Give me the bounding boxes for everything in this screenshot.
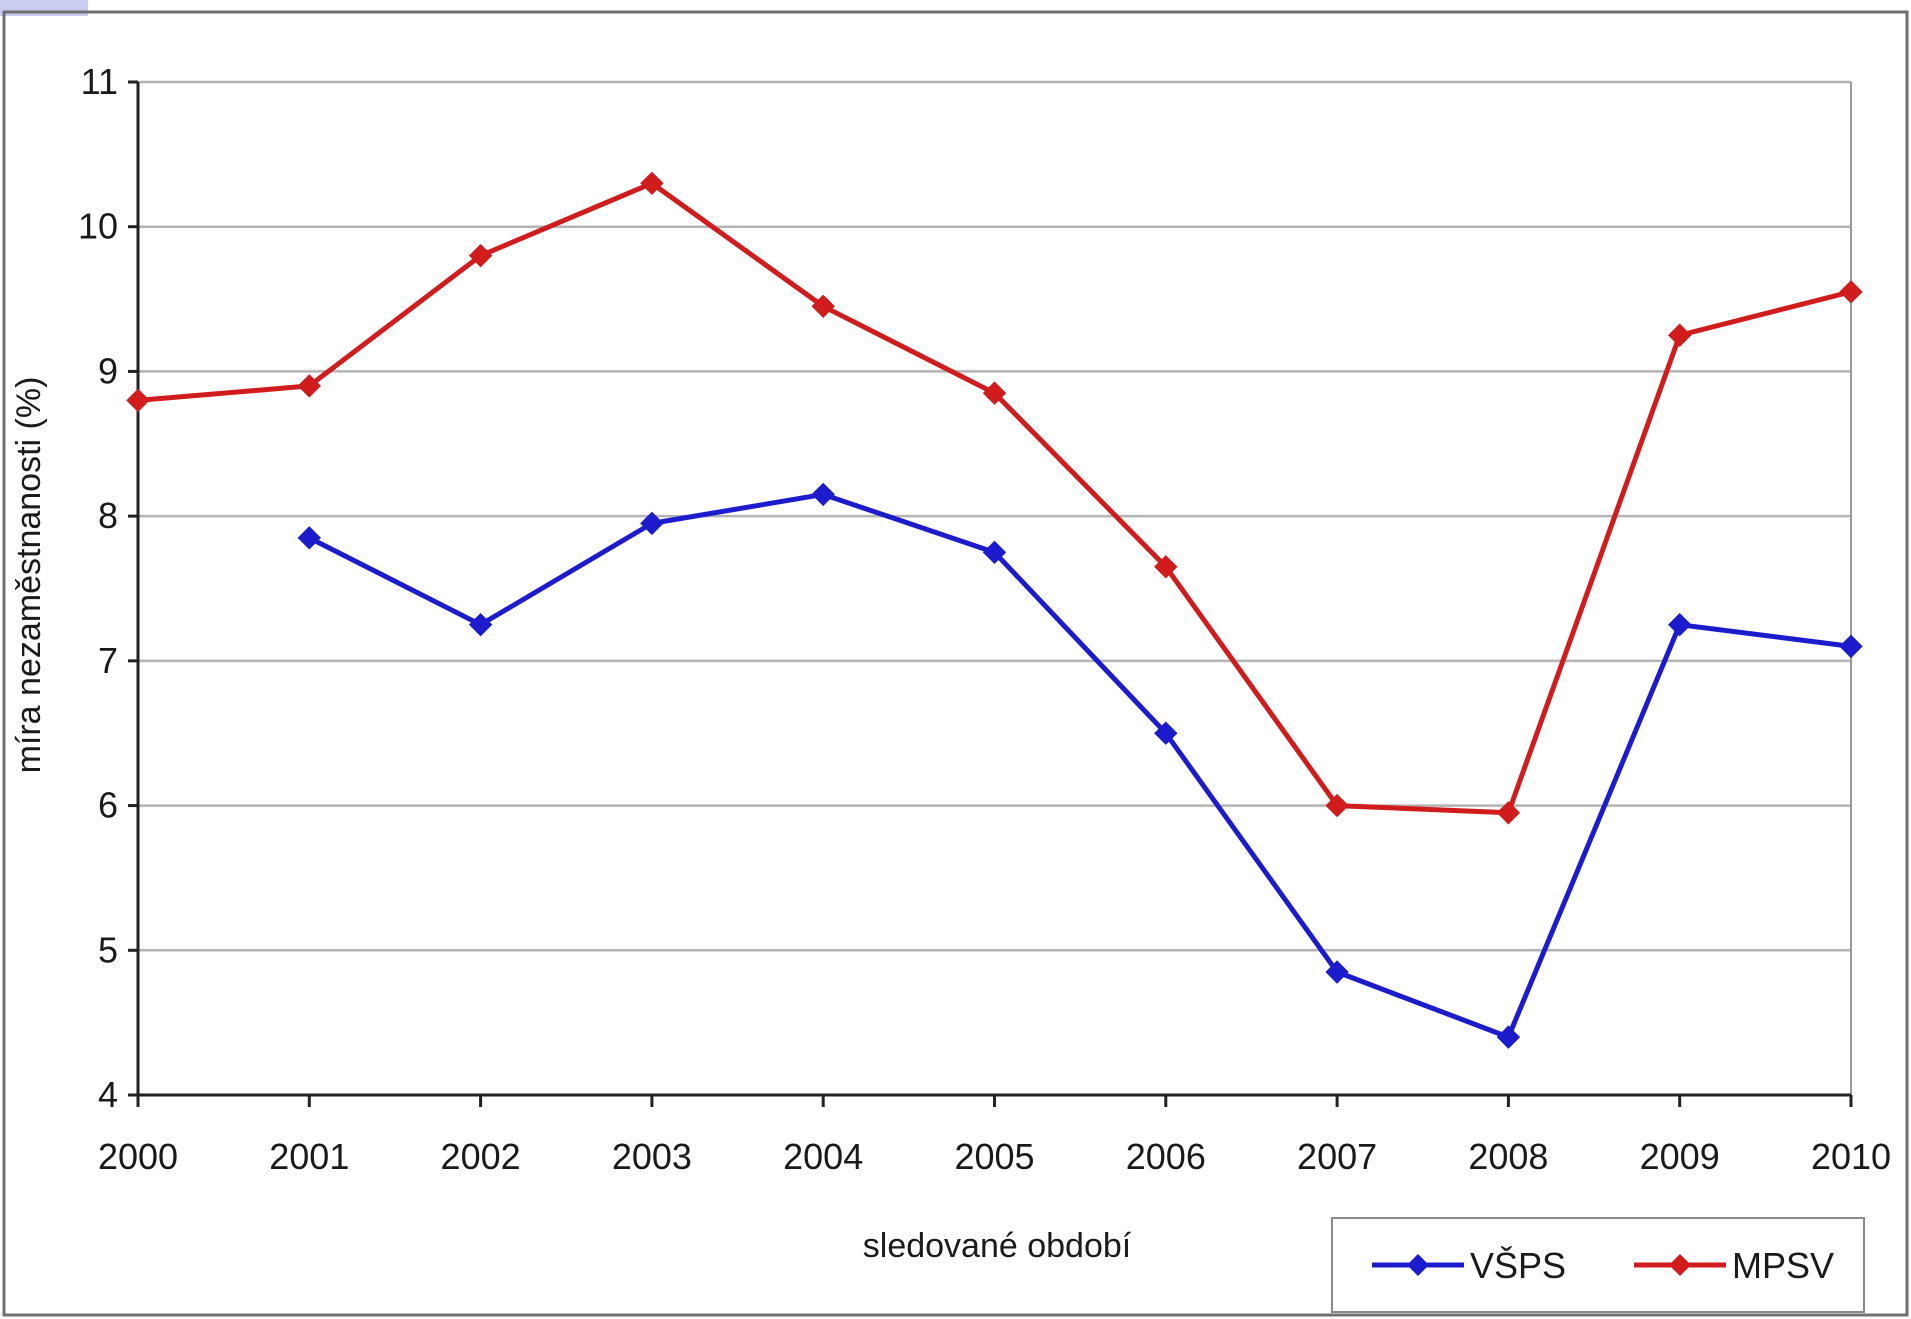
x-tick-label: 2006 xyxy=(1126,1136,1206,1177)
legend-label: MPSV xyxy=(1732,1245,1834,1286)
x-tick-label: 2001 xyxy=(269,1136,349,1177)
x-tick-label: 2010 xyxy=(1811,1136,1891,1177)
data-point xyxy=(982,540,1007,565)
data-point xyxy=(1325,960,1349,984)
x-tick-label: 2000 xyxy=(98,1136,178,1177)
data-point xyxy=(640,511,664,536)
data-point xyxy=(811,294,835,319)
series-lines xyxy=(126,171,1863,1049)
legend-marker xyxy=(1407,1254,1429,1276)
y-axis-title: míra nezaměstnanosti (%) xyxy=(10,377,48,774)
data-point xyxy=(1839,280,1863,304)
series-line xyxy=(308,491,1852,1040)
x-tick-labels: 2000 2001 2002 2003 2004 2005 2006 2007 2008 2009… xyxy=(98,1136,1891,1177)
x-axis-title: sledované období xyxy=(863,1227,1132,1265)
y-tick-label: 5 xyxy=(98,929,118,970)
legend-marker xyxy=(1669,1254,1691,1276)
data-point xyxy=(811,482,835,507)
y-tick-label: 11 xyxy=(81,61,118,102)
data-point xyxy=(982,381,1007,405)
data-point xyxy=(640,171,664,196)
x-tick-label: 2003 xyxy=(612,1136,692,1177)
legend-items: VŠPS MPSV xyxy=(1372,1245,1834,1286)
legend: VŠPS MPSV xyxy=(1331,1217,1865,1313)
data-point xyxy=(1839,634,1863,659)
data-point xyxy=(468,243,493,268)
data-point xyxy=(126,388,150,413)
data-point xyxy=(297,374,322,398)
data-point xyxy=(1325,793,1349,818)
data-point xyxy=(1496,1025,1521,1049)
y-tick-label: 8 xyxy=(98,495,118,536)
x-tick-label: 2009 xyxy=(1640,1136,1720,1177)
legend-label: VŠPS xyxy=(1470,1245,1566,1286)
data-point xyxy=(1154,555,1178,579)
y-tick-label: 7 xyxy=(98,640,118,681)
x-tick-label: 2008 xyxy=(1468,1136,1548,1177)
x-tick-label: 2007 xyxy=(1297,1136,1377,1177)
data-point xyxy=(297,526,322,550)
gridlines xyxy=(138,80,1851,952)
x-tick-label: 2002 xyxy=(441,1136,521,1177)
x-tick-label: 2005 xyxy=(954,1136,1034,1177)
series-1 xyxy=(126,171,1863,825)
y-tick-label: 4 xyxy=(98,1074,118,1115)
y-tick-label: 6 xyxy=(98,785,118,826)
chart-area-border xyxy=(2,10,1909,1317)
data-point xyxy=(1496,801,1521,825)
x-tick-label: 2004 xyxy=(783,1136,863,1177)
y-tick-label: 10 xyxy=(78,206,118,247)
y-tick-labels: 4 5 6 7 8 9 10 11 xyxy=(78,61,118,1115)
series-line xyxy=(137,180,1852,816)
y-tick-label: 9 xyxy=(98,350,118,391)
data-point xyxy=(468,612,493,637)
data-point xyxy=(1154,721,1178,745)
axes xyxy=(128,80,1853,1107)
data-point xyxy=(1667,323,1692,347)
data-point xyxy=(1667,612,1692,637)
series-0 xyxy=(297,482,1863,1049)
